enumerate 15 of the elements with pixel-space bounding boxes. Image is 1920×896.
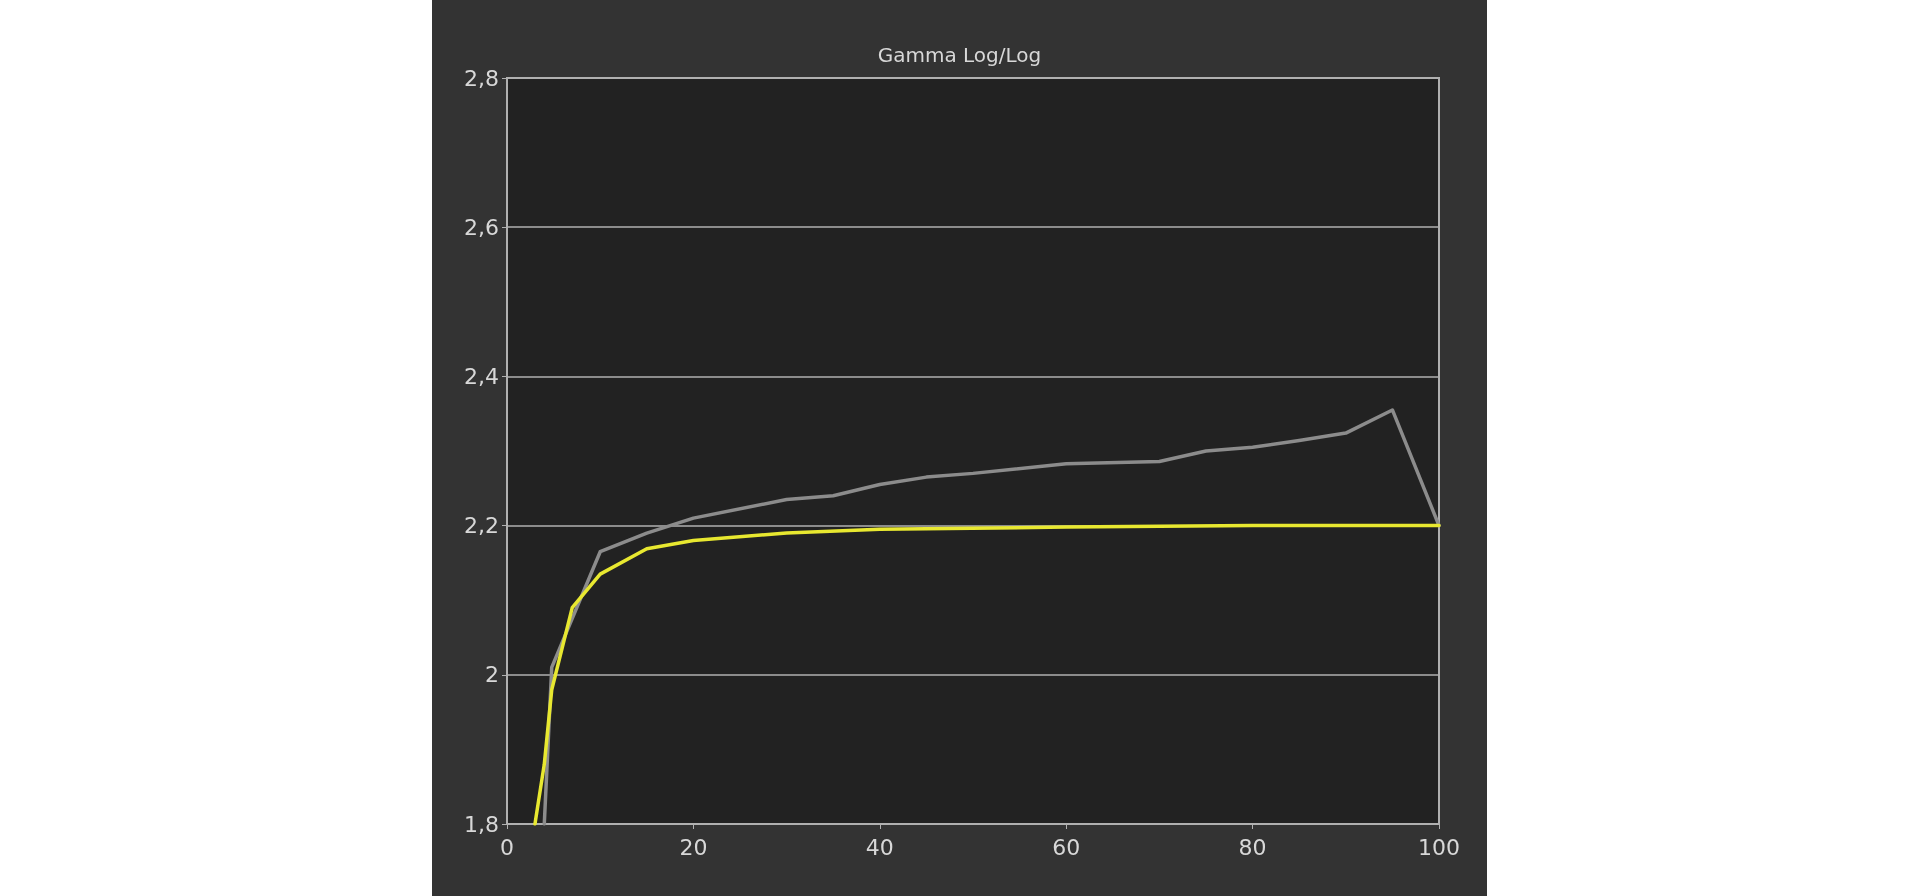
line-series [542, 408, 1441, 826]
y-tick-label: 2,2 [464, 513, 499, 539]
x-tick-label: 100 [1418, 834, 1460, 860]
x-tick-label: 80 [1238, 834, 1267, 860]
y-tick-label: 2,6 [464, 214, 499, 240]
chart-title: Gamma Log/Log [877, 43, 1042, 67]
y-tick-label: 2,4 [464, 363, 499, 389]
x-tick-label: 20 [679, 834, 708, 860]
y-tick-label: 2 [485, 662, 499, 688]
line-series [533, 523, 1441, 826]
y-tick-label: 1,8 [464, 811, 499, 837]
x-tick-label: 40 [865, 834, 894, 860]
x-tick-label: 60 [1052, 834, 1081, 860]
x-tick-label: 0 [500, 834, 514, 860]
y-tick-label: 2,8 [464, 65, 499, 91]
